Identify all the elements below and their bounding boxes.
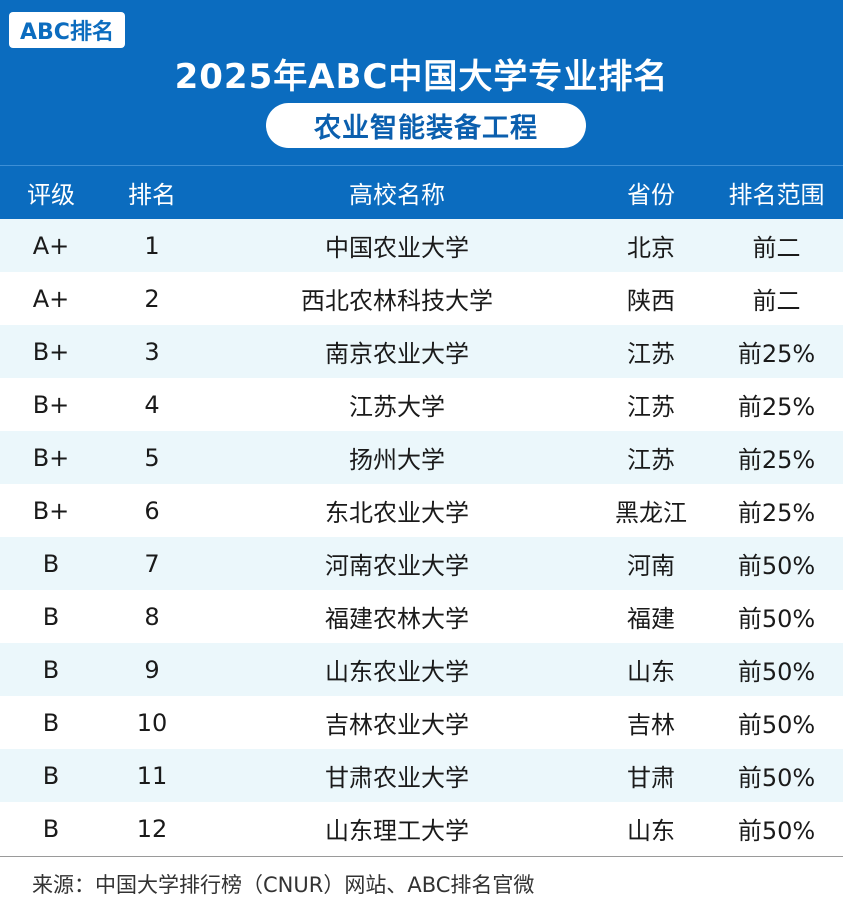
cell-school: 吉林农业大学 xyxy=(325,711,469,739)
cell-range: 前二 xyxy=(752,287,801,315)
cell-grade: B xyxy=(42,602,60,631)
cell-province: 江苏 xyxy=(627,446,675,474)
cell-range: 前二 xyxy=(752,234,801,262)
cell-range: 前50% xyxy=(737,658,816,686)
cell-province: 福建 xyxy=(627,605,675,633)
cell-school: 西北农林科技大学 xyxy=(301,287,493,315)
cell-province: 黑龙江 xyxy=(615,499,687,527)
cell-rank: 7 xyxy=(144,549,160,578)
cell-province: 吉林 xyxy=(627,711,675,739)
table-row: B 8 福建农林大学 福建 前50% xyxy=(0,590,843,643)
cell-rank: 2 xyxy=(144,284,160,313)
cell-province: 甘肃 xyxy=(627,764,675,792)
table-row: B 7 河南农业大学 河南 前50% xyxy=(0,537,843,590)
cell-rank: 5 xyxy=(144,443,160,472)
table-row: B 10 吉林农业大学 吉林 前50% xyxy=(0,696,843,749)
cell-rank: 9 xyxy=(144,655,160,684)
cell-rank: 11 xyxy=(136,761,168,790)
cell-rank: 8 xyxy=(144,602,160,631)
cell-rank: 6 xyxy=(144,496,160,525)
cell-province: 山东 xyxy=(627,817,675,845)
cell-province: 江苏 xyxy=(627,340,675,368)
cell-school: 河南农业大学 xyxy=(325,552,469,580)
source-note: 来源：中国大学排行榜（CNUR）网站、ABC排名官微 xyxy=(32,873,535,897)
table-row: B+ 3 南京农业大学 江苏 前25% xyxy=(0,325,843,378)
cell-grade: B xyxy=(42,655,60,684)
cell-grade: A+ xyxy=(32,284,70,313)
cell-rank: 12 xyxy=(136,814,168,843)
cell-grade: B+ xyxy=(32,496,70,525)
cell-province: 陕西 xyxy=(627,287,675,315)
page-title: 2025年ABC中国大学专业排名 xyxy=(174,57,669,97)
cell-province: 河南 xyxy=(627,552,675,580)
cell-range: 前50% xyxy=(737,817,816,845)
cell-province: 北京 xyxy=(627,234,675,262)
cell-grade: B xyxy=(42,549,60,578)
table-row: B 12 山东理工大学 山东 前50% xyxy=(0,802,843,855)
cell-rank: 3 xyxy=(144,337,160,366)
cell-province: 山东 xyxy=(627,658,675,686)
cell-rank: 4 xyxy=(144,390,160,419)
column-header-province: 省份 xyxy=(627,181,675,209)
table-row: A+ 1 中国农业大学 北京 前二 xyxy=(0,219,843,272)
table-row: B+ 5 扬州大学 江苏 前25% xyxy=(0,431,843,484)
column-header-range: 排名范围 xyxy=(728,181,825,209)
cell-school: 甘肃农业大学 xyxy=(325,764,469,792)
table-row: B+ 6 东北农业大学 黑龙江 前25% xyxy=(0,484,843,537)
table-row: B 11 甘肃农业大学 甘肃 前50% xyxy=(0,749,843,802)
cell-grade: A+ xyxy=(32,231,70,260)
cell-range: 前50% xyxy=(737,605,816,633)
cell-grade: B+ xyxy=(32,443,70,472)
header-banner: ABC排名 2025年ABC中国大学专业排名 农业智能装备工程 xyxy=(0,0,843,165)
cell-grade: B+ xyxy=(32,390,70,419)
brand-logo: ABC排名 xyxy=(9,12,125,48)
cell-grade: B xyxy=(42,708,60,737)
table-row: B 9 山东农业大学 山东 前50% xyxy=(0,643,843,696)
table-row: B+ 4 江苏大学 江苏 前25% xyxy=(0,378,843,431)
cell-school: 扬州大学 xyxy=(349,446,445,474)
cell-rank: 10 xyxy=(136,708,168,737)
cell-range: 前25% xyxy=(737,340,816,368)
cell-rank: 1 xyxy=(144,231,160,260)
cell-range: 前50% xyxy=(737,711,816,739)
table-header: 评级 排名 高校名称 省份 排名范围 xyxy=(0,165,843,219)
cell-grade: B xyxy=(42,814,60,843)
cell-school: 山东理工大学 xyxy=(325,817,469,845)
cell-school: 山东农业大学 xyxy=(325,658,469,686)
cell-school: 东北农业大学 xyxy=(325,499,469,527)
column-header-grade: 评级 xyxy=(27,181,75,209)
cell-range: 前25% xyxy=(737,446,816,474)
footer-divider xyxy=(0,856,843,857)
cell-range: 前25% xyxy=(737,499,816,527)
cell-grade: B xyxy=(42,761,60,790)
cell-range: 前50% xyxy=(737,764,816,792)
cell-school: 江苏大学 xyxy=(349,393,445,421)
major-subtitle: 农业智能装备工程 xyxy=(266,103,586,148)
cell-school: 南京农业大学 xyxy=(325,340,469,368)
column-header-school: 高校名称 xyxy=(349,181,445,209)
cell-province: 江苏 xyxy=(627,393,675,421)
cell-school: 中国农业大学 xyxy=(325,234,469,262)
table-row: A+ 2 西北农林科技大学 陕西 前二 xyxy=(0,272,843,325)
cell-range: 前25% xyxy=(737,393,816,421)
cell-grade: B+ xyxy=(32,337,70,366)
column-header-rank: 排名 xyxy=(128,181,176,209)
cell-school: 福建农林大学 xyxy=(325,605,469,633)
cell-range: 前50% xyxy=(737,552,816,580)
